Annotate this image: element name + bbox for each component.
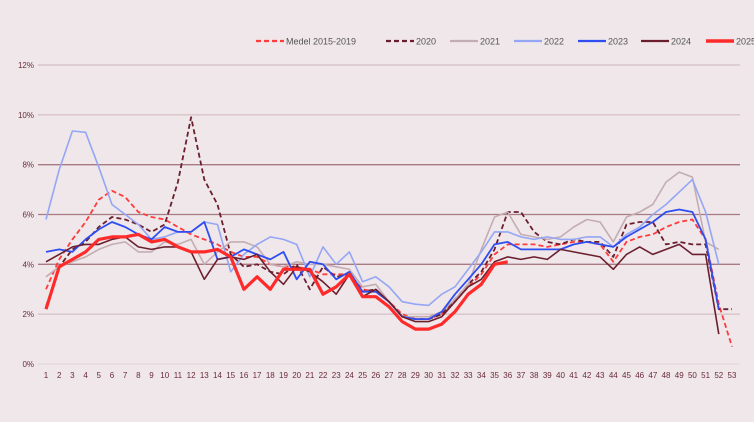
x-tick-label: 33 <box>464 371 473 380</box>
legend-label: 2025 <box>736 37 754 47</box>
x-tick-label: 2 <box>57 371 62 380</box>
series-line-2024 <box>45 236 720 335</box>
legend-label: 2022 <box>544 37 564 47</box>
x-tick-label: 47 <box>648 371 657 380</box>
x-tick-label: 28 <box>398 371 407 380</box>
legend: Medel 2015-2019 2020 2021 2022 2023 2024 2025 <box>256 37 754 47</box>
x-tick-label: 43 <box>596 371 605 380</box>
x-tick-label: 18 <box>266 371 275 380</box>
x-tick-label: 1 <box>44 371 49 380</box>
x-tick-label: 51 <box>701 371 710 380</box>
legend-label: 2021 <box>480 37 500 47</box>
series-lines <box>44 116 733 347</box>
x-tick-label: 34 <box>477 371 486 380</box>
x-tick-label: 20 <box>292 371 301 380</box>
x-tick-label: 23 <box>332 371 341 380</box>
series-line-2025 <box>44 232 508 331</box>
legend-label: 2020 <box>416 37 436 47</box>
y-tick-label: 12% <box>18 61 34 70</box>
legend-label: 2024 <box>671 37 691 47</box>
x-tick-label: 26 <box>371 371 380 380</box>
x-axis-ticks: 1 2 3 4 5 6 7 8 9 10 11 12 13 14 15 16 17 18 19 20 21 22 23 24 2… <box>44 371 737 380</box>
x-tick-label: 16 <box>239 371 248 380</box>
x-tick-label: 29 <box>411 371 420 380</box>
x-tick-label: 3 <box>70 371 75 380</box>
x-tick-label: 17 <box>253 371 262 380</box>
gridlines <box>38 64 740 365</box>
legend-label: Medel 2015-2019 <box>286 37 356 47</box>
legend-label: 2023 <box>608 37 628 47</box>
x-tick-label: 7 <box>123 371 128 380</box>
series-line-2020 <box>45 116 732 321</box>
x-tick-label: 27 <box>385 371 394 380</box>
x-tick-label: 12 <box>187 371 196 380</box>
x-tick-label: 6 <box>110 371 115 380</box>
x-tick-label: 44 <box>609 371 618 380</box>
x-tick-label: 45 <box>622 371 631 380</box>
x-tick-label: 37 <box>516 371 525 380</box>
y-tick-label: 6% <box>22 211 34 220</box>
x-tick-label: 36 <box>503 371 512 380</box>
x-tick-label: 13 <box>200 371 209 380</box>
x-tick-label: 32 <box>451 371 460 380</box>
x-tick-label: 42 <box>582 371 591 380</box>
x-tick-label: 25 <box>358 371 367 380</box>
y-tick-label: 0% <box>22 360 34 369</box>
x-tick-label: 9 <box>149 371 154 380</box>
x-tick-label: 38 <box>530 371 539 380</box>
x-tick-label: 21 <box>305 371 314 380</box>
series-line-2022 <box>45 130 720 307</box>
x-tick-label: 35 <box>490 371 499 380</box>
x-tick-label: 5 <box>97 371 102 380</box>
x-tick-label: 52 <box>714 371 723 380</box>
x-tick-label: 48 <box>662 371 671 380</box>
x-tick-label: 40 <box>556 371 565 380</box>
series-line-2023 <box>45 208 720 321</box>
y-tick-label: 10% <box>18 111 34 120</box>
y-tick-label: 8% <box>22 161 34 170</box>
x-tick-label: 10 <box>160 371 169 380</box>
x-tick-label: 31 <box>437 371 446 380</box>
x-tick-label: 15 <box>226 371 235 380</box>
y-tick-label: 4% <box>22 260 34 269</box>
x-tick-label: 8 <box>136 371 141 380</box>
x-tick-label: 4 <box>83 371 88 380</box>
x-tick-label: 30 <box>424 371 433 380</box>
x-tick-label: 50 <box>688 371 697 380</box>
x-tick-label: 19 <box>279 371 288 380</box>
x-tick-label: 39 <box>543 371 552 380</box>
x-tick-label: 46 <box>635 371 644 380</box>
x-tick-label: 14 <box>213 371 222 380</box>
y-axis-ticks: 0% 2% 4% 6% 8% 10% 12% <box>18 61 34 369</box>
series-line-2021 <box>45 171 720 318</box>
y-tick-label: 2% <box>22 310 34 319</box>
x-tick-label: 49 <box>675 371 684 380</box>
x-tick-label: 53 <box>728 371 737 380</box>
x-tick-label: 41 <box>569 371 578 380</box>
x-tick-label: 24 <box>345 371 354 380</box>
x-tick-label: 22 <box>319 371 328 380</box>
x-tick-label: 11 <box>174 371 183 380</box>
